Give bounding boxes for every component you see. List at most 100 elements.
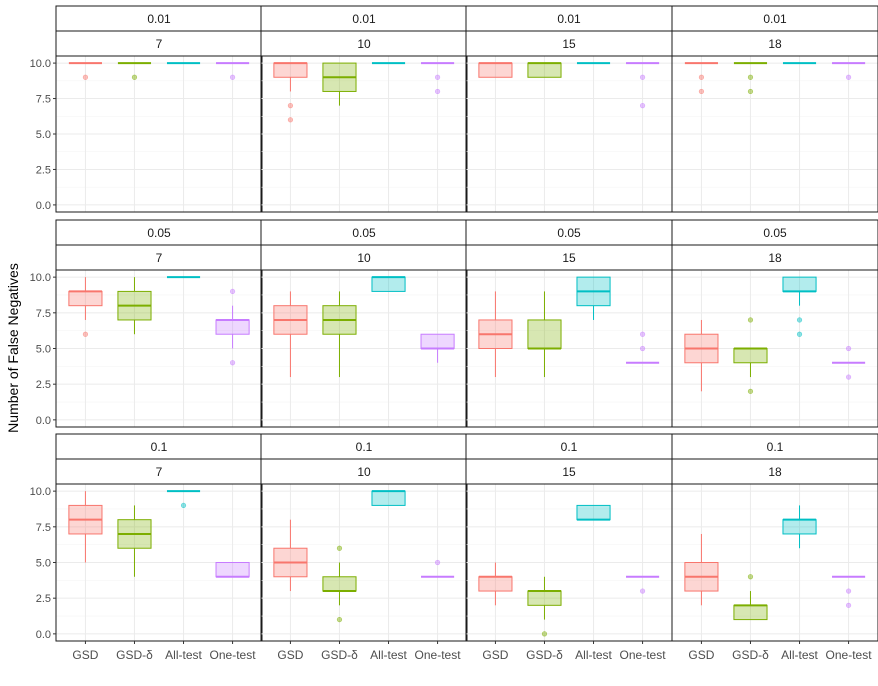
box-iqr [527,319,562,350]
facet-label-col: 18 [768,251,782,265]
facet-strip-bottom [55,244,263,271]
facet-label-col: 7 [156,251,163,265]
outlier-point [845,74,852,80]
x-tick-label: GSD-δ [732,648,769,662]
box-One-test [626,575,660,594]
outlier-point [434,74,441,80]
box-iqr [527,590,562,606]
facet-strip-bottom [465,458,673,485]
y-tick-label: 10.0 [30,272,51,284]
facet-label-col: 15 [562,251,576,265]
facet-label-row: 0.1 [767,440,784,454]
outlier-point [434,559,441,566]
facet-label-row: 0.1 [151,440,168,454]
box-GSD-δ [527,291,562,378]
box-iqr [420,333,455,349]
facet-label-row: 0.01 [147,12,171,26]
facet-label-col: 7 [156,465,163,479]
box-All-test [782,276,817,337]
facet-strip-top [55,219,263,246]
facet-label-col: 15 [562,465,576,479]
box-iqr [322,576,357,592]
facet-label-row: 0.05 [147,226,171,240]
box-All-test [576,504,611,521]
box-GSD [684,62,718,95]
outlier-point [796,331,803,337]
x-tick-label: GSD-δ [526,648,563,662]
box-GSD [478,62,513,78]
box-iqr [782,276,817,292]
box-GSD [273,62,308,123]
facet-label-row: 0.05 [352,226,376,240]
outlier-point [747,574,754,580]
facet-label-col: 18 [768,465,782,479]
outlier-point [82,331,89,337]
outlier-point [796,317,803,323]
facet-strip-bottom [260,458,468,485]
outlier-point [541,631,548,637]
box-GSD-δ [117,505,152,577]
box-iqr [371,490,406,506]
outlier-point [131,74,138,80]
box-All-test [371,490,406,506]
facet-strip-top [465,433,673,460]
x-tick-label: GSD-δ [116,648,153,662]
box-One-test [215,288,250,366]
box-GSD-δ [117,277,152,335]
box-All-test [782,505,817,549]
facet-strip-top [671,433,878,460]
box-One-test [215,562,250,578]
facet-label-col: 10 [357,465,371,479]
facet-label-col: 10 [357,251,371,265]
box-iqr [215,562,250,578]
outlier-point [639,588,646,594]
outlier-point [180,502,187,509]
facet-strip-top [465,219,673,246]
facet-strip-bottom [671,458,878,485]
facet-label-col: 10 [357,37,371,51]
box-iqr [478,62,513,78]
box-One-test [421,62,455,95]
facet-strip-bottom [671,244,878,271]
facet-strip-top [671,219,878,246]
x-tick-label: All-test [370,648,407,662]
facet-strip-bottom [55,30,263,57]
x-tick-label: One-test [620,648,667,662]
x-tick-label: GSD [688,648,714,662]
box-iqr [576,504,611,521]
y-tick-label: 5.0 [36,344,51,356]
facet-strip-top [55,5,263,32]
box-iqr [68,290,103,307]
y-tick-label: 5.0 [36,558,51,570]
y-tick-label: 0.0 [36,200,51,212]
outlier-point [229,288,236,295]
x-tick-label: All-test [165,648,202,662]
x-tick-label: One-test [826,648,873,662]
facet-label-row: 0.01 [763,12,787,26]
facet-strip-top [671,5,878,32]
box-GSD [684,533,719,606]
box-GSD-δ [733,317,768,394]
y-tick-label: 2.5 [36,593,51,605]
x-tick-label: One-test [210,648,257,662]
box-iqr [733,348,768,364]
box-One-test [216,62,250,80]
outlier-point [747,74,754,80]
box-GSD [478,291,513,378]
box-One-test [626,62,660,109]
box-iqr [782,519,817,535]
panel-border [671,55,878,213]
box-One-test [832,575,866,608]
box-All-test [166,490,201,509]
box-GSD-δ [117,62,152,80]
outlier-point [845,588,852,594]
facet-strip-top [55,433,263,460]
box-iqr [273,62,308,78]
box-GSD [68,62,102,80]
facet-strip-top [260,219,468,246]
outlier-point [698,88,705,95]
y-tick-label: 7.5 [36,522,51,534]
facet-label-row: 0.05 [557,226,581,240]
box-One-test [832,345,866,380]
